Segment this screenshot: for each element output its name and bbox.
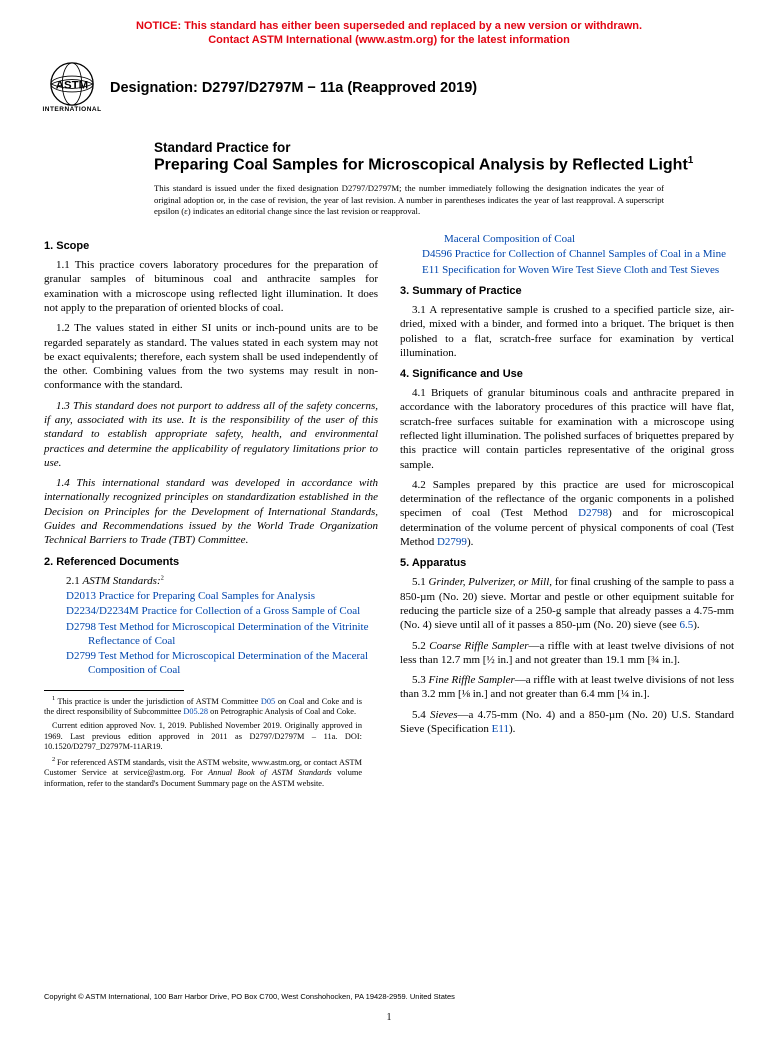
- para-1-2: 1.2 The values stated in either SI units…: [44, 321, 378, 392]
- title-footnote-mark: 1: [688, 155, 694, 166]
- para-5-4: 5.4 Sieves—a 4.75-mm (No. 4) and a 850-µ…: [400, 708, 734, 737]
- p42-link2[interactable]: D2799: [437, 536, 467, 548]
- para-5-1: 5.1 Grinder, Pulverizer, or Mill, for fi…: [400, 575, 734, 632]
- section-heading-apparatus: 5. Apparatus: [400, 557, 734, 569]
- svg-text:ASTM: ASTM: [56, 79, 88, 91]
- section-heading-refdocs: 2. Referenced Documents: [44, 556, 378, 568]
- p53-a: 5.3: [412, 674, 429, 686]
- ref-title[interactable]: Practice for Preparing Coal Samples for …: [99, 590, 315, 602]
- para-1-1: 1.1 This practice covers laboratory proc…: [44, 258, 378, 315]
- p51-c: ).: [693, 619, 699, 631]
- footnote-2: 2 For referenced ASTM standards, visit t…: [44, 756, 362, 789]
- header: ASTM INTERNATIONAL Designation: D2797/D2…: [44, 60, 734, 116]
- footnote-block: 1 This practice is under the jurisdictio…: [44, 690, 378, 789]
- designation: Designation: D2797/D2797M − 11a (Reappro…: [110, 80, 477, 96]
- notice-line1: NOTICE: This standard has either been su…: [136, 20, 642, 32]
- p54-a: 5.4: [412, 709, 430, 721]
- ref-link[interactable]: D4596: [422, 248, 452, 260]
- ref-title[interactable]: Test Method for Microscopical Determinat…: [88, 621, 368, 647]
- para-5-3: 5.3 Fine Riffle Sampler—a riffle with at…: [400, 673, 734, 702]
- para-1-3: 1.3 This standard does not purport to ad…: [44, 399, 378, 470]
- p42-link1[interactable]: D2798: [578, 507, 608, 519]
- ref-astm-sub-label: ASTM Standards:: [83, 575, 161, 587]
- title-block: Standard Practice for Preparing Coal Sam…: [154, 140, 734, 175]
- p52-ital: Coarse Riffle Sampler: [429, 640, 528, 652]
- ref-item: D2013 Practice for Preparing Coal Sample…: [44, 589, 378, 603]
- ref-title[interactable]: Practice for Collection of a Gross Sampl…: [141, 605, 360, 617]
- p52-a: 5.2: [412, 640, 429, 652]
- ref-title-cont[interactable]: Maceral Composition of Coal: [444, 233, 575, 245]
- ref-item: E11 Specification for Woven Wire Test Si…: [400, 263, 734, 277]
- ref-title[interactable]: Test Method for Microscopical Determinat…: [88, 650, 368, 676]
- p51-a: 5.1: [412, 576, 429, 588]
- ref-item: D2799 Test Method for Microscopical Dete…: [44, 649, 378, 678]
- ref-item: D4596 Practice for Collection of Channel…: [400, 247, 734, 261]
- ref-title[interactable]: Specification for Woven Wire Test Sieve …: [442, 264, 719, 276]
- ref-link[interactable]: E11: [422, 264, 439, 276]
- title-text: Preparing Coal Samples for Microscopical…: [154, 156, 688, 173]
- para-1-4: 1.4 This international standard was deve…: [44, 476, 378, 547]
- para-4-2: 4.2 Samples prepared by this practice ar…: [400, 478, 734, 549]
- astm-logo-icon: ASTM: [50, 62, 94, 106]
- fn1-link1[interactable]: D05: [261, 697, 275, 706]
- ref-link[interactable]: D2013: [66, 590, 96, 602]
- ref-item-cont: Maceral Composition of Coal: [400, 232, 734, 246]
- ref-link[interactable]: D2798: [66, 621, 96, 633]
- fn1-link2[interactable]: D05.28: [183, 707, 208, 716]
- title-prefix: Standard Practice for: [154, 140, 734, 155]
- p54-c: ).: [509, 723, 515, 735]
- p54-ital: Sieves: [430, 709, 457, 721]
- para-3-1: 3.1 A representative sample is crushed t…: [400, 303, 734, 360]
- para-4-1: 4.1 Briquets of granular bituminous coal…: [400, 386, 734, 472]
- p53-ital: Fine Riffle Sampler: [429, 674, 515, 686]
- issuance-note: This standard is issued under the fixed …: [154, 183, 664, 218]
- ref-link[interactable]: D2234/D2234M: [66, 605, 139, 617]
- section-heading-scope: 1. Scope: [44, 240, 378, 252]
- p51-ital: Grinder, Pulverizer, or Mill,: [429, 576, 553, 588]
- notice-banner: NOTICE: This standard has either been su…: [44, 20, 734, 48]
- footnote-1b: Current edition approved Nov. 1, 2019. P…: [44, 721, 362, 752]
- fn1-a: This practice is under the jurisdiction …: [57, 697, 260, 706]
- footnote-1: 1 This practice is under the jurisdictio…: [44, 695, 362, 717]
- ref-astm-sub: 2.1 ASTM Standards:2: [44, 574, 378, 588]
- title-main: Preparing Coal Samples for Microscopical…: [154, 155, 734, 175]
- ref-title[interactable]: Practice for Collection of Channel Sampl…: [455, 248, 726, 260]
- body-columns: 1. Scope 1.1 This practice covers labora…: [44, 232, 734, 789]
- ref-link[interactable]: D2799: [66, 650, 96, 662]
- fn1-c: on Petrographic Analysis of Coal and Cok…: [208, 707, 356, 716]
- notice-line2: Contact ASTM International (www.astm.org…: [208, 34, 570, 46]
- page: NOTICE: This standard has either been su…: [0, 0, 778, 1041]
- ref-item: D2798 Test Method for Microscopical Dete…: [44, 620, 378, 649]
- logo-text: INTERNATIONAL: [42, 106, 101, 113]
- p51-link[interactable]: 6.5: [679, 619, 693, 631]
- p42-c: ).: [467, 536, 473, 548]
- astm-logo: ASTM INTERNATIONAL: [44, 60, 100, 116]
- section-heading-summary: 3. Summary of Practice: [400, 285, 734, 297]
- page-number: 1: [0, 1012, 778, 1023]
- copyright: Copyright © ASTM International, 100 Barr…: [44, 992, 455, 1001]
- fn2-ital: Annual Book of ASTM Standards: [208, 768, 331, 777]
- ref-item: D2234/D2234M Practice for Collection of …: [44, 604, 378, 618]
- p54-link[interactable]: E11: [492, 723, 509, 735]
- para-5-2: 5.2 Coarse Riffle Sampler—a riffle with …: [400, 639, 734, 668]
- section-heading-significance: 4. Significance and Use: [400, 368, 734, 380]
